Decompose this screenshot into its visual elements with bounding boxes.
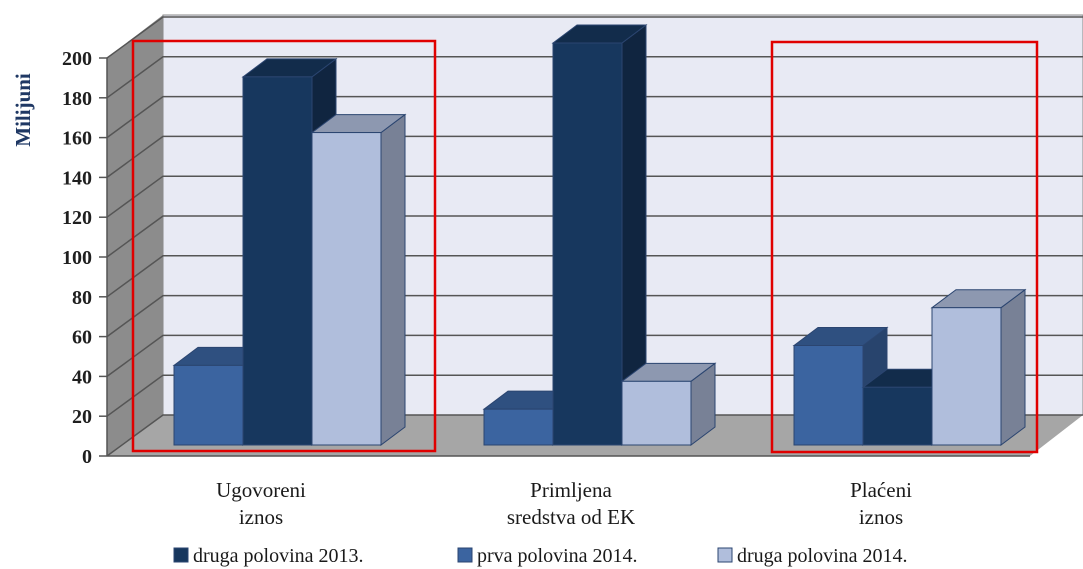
y-tick-label: 60 <box>72 327 92 349</box>
legend-swatch <box>717 547 733 563</box>
bar-front <box>793 345 864 446</box>
x-tick-label-line: iznos <box>859 505 903 529</box>
bar <box>620 362 717 446</box>
bar-front <box>862 386 933 446</box>
legend-label: druga polovina 2014. <box>737 545 908 567</box>
x-tick-label: Ugovoreni iznos <box>216 478 306 529</box>
y-tick-label: 140 <box>62 167 92 189</box>
x-tick-label: Plaćeni iznos <box>850 478 912 529</box>
bar-front <box>621 380 692 446</box>
grid-line <box>106 95 1083 139</box>
bar-front <box>931 307 1002 446</box>
bar-side <box>380 113 406 446</box>
side-wall <box>107 15 163 456</box>
bar-side <box>1000 288 1026 446</box>
x-tick-label-line: Ugovoreni <box>216 478 306 502</box>
grid-line <box>106 414 1083 457</box>
grid-line <box>106 255 1083 298</box>
y-tick-label: 100 <box>62 247 92 269</box>
bar-front <box>311 132 382 446</box>
y-tick-label: 200 <box>62 48 92 70</box>
highlight-box <box>131 39 437 453</box>
y-tick-label: 160 <box>62 128 92 150</box>
grid-line <box>106 334 1083 378</box>
bar <box>930 288 1027 446</box>
grid: 0 20 40 60 80 100 120 140 160 180 200 <box>62 16 1083 468</box>
grid-line <box>106 56 1083 99</box>
y-tick-label: 80 <box>72 287 92 309</box>
grid-line <box>106 374 1083 417</box>
bar <box>310 113 407 446</box>
bars <box>172 24 1027 446</box>
y-tick-label: 120 <box>62 207 92 229</box>
bar-front <box>483 408 554 446</box>
legend-label: druga polovina 2013. <box>193 545 364 567</box>
highlight-box <box>770 40 1039 454</box>
grid-line <box>106 175 1083 218</box>
y-tick-label: 40 <box>72 366 92 388</box>
legend-swatch <box>173 547 189 563</box>
x-tick-label: Primljena sredstva od EK <box>507 478 635 529</box>
x-tick-label-line: Primljena <box>530 478 612 502</box>
grid-line <box>106 215 1083 258</box>
grid-line <box>106 135 1083 179</box>
bar-front <box>173 364 244 446</box>
legend-label: prva polovina 2014. <box>477 545 638 567</box>
grid-line <box>106 16 1083 59</box>
y-axis-label: Milijuni <box>11 73 35 147</box>
bar <box>551 24 648 446</box>
bar-front <box>242 76 313 446</box>
y-tick-label: 0 <box>82 446 92 468</box>
grid-line <box>106 294 1083 338</box>
legend: druga polovina 2013. prva polovina 2014. d… <box>173 545 908 567</box>
legend-swatch <box>457 547 473 563</box>
y-tick-label: 20 <box>72 406 92 428</box>
y-tick-label: 180 <box>62 88 92 110</box>
x-tick-label-line: iznos <box>239 505 283 529</box>
bar-front <box>552 42 623 446</box>
x-tick-label-line: Plaćeni <box>850 478 912 502</box>
x-tick-label-line: sredstva od EK <box>507 505 635 529</box>
